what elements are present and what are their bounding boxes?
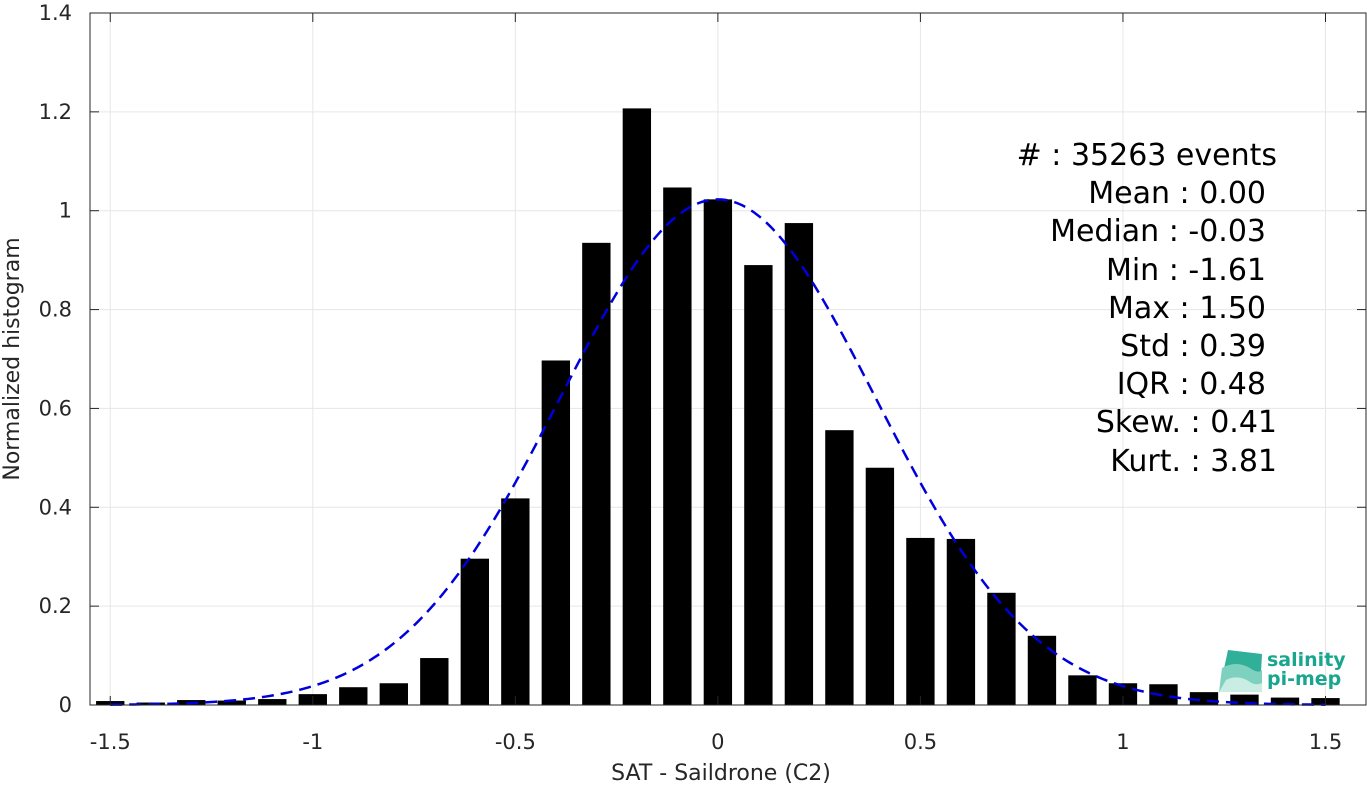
histogram-bar <box>339 687 368 705</box>
stat-median: Median : -0.03 <box>1050 214 1266 249</box>
histogram-bar <box>582 242 611 706</box>
histogram-bar <box>420 658 449 705</box>
y-axis-label: Normalized histogram <box>0 237 25 480</box>
stat-kurt: Kurt. : 3.81 <box>1110 444 1277 479</box>
y-tick-label: 0.2 <box>39 594 72 618</box>
salinity-pimep-logo: salinity pi-mep <box>1219 649 1346 692</box>
histogram-bar <box>379 683 408 705</box>
stat-std: Std : 0.39 <box>1120 329 1266 364</box>
y-tick-label: 0.4 <box>39 495 72 519</box>
x-axis-label: SAT - Saildrone (C2) <box>611 761 831 785</box>
histogram-bar <box>1068 675 1097 705</box>
stat-count: # : 35263 events <box>1017 138 1277 173</box>
x-tick-label: -1 <box>302 730 323 754</box>
histogram-bar <box>663 187 692 706</box>
histogram-bar <box>1149 684 1178 705</box>
x-tick-label: -1.5 <box>90 730 131 754</box>
histogram-bar <box>1270 697 1300 705</box>
y-tick-label: 0 <box>59 693 72 717</box>
x-tick-label: 0.5 <box>904 730 937 754</box>
normal-fit-curve <box>110 198 1326 706</box>
y-tick-label: 1.2 <box>39 100 72 124</box>
statistics-box: # : 35263 events Mean : 0.00 Median : -0… <box>1017 138 1277 479</box>
histogram-bar <box>744 265 773 705</box>
histogram-bars <box>96 108 1340 706</box>
histogram-bar <box>258 699 287 705</box>
plot-frame <box>89 12 1367 706</box>
histogram-bar <box>703 199 733 706</box>
y-tick-label: 1 <box>59 199 72 223</box>
x-tick-labels: -1.5 -1 -0.5 0 0.5 1 1.5 <box>90 730 1342 754</box>
x-tick-label: 1.5 <box>1309 730 1342 754</box>
histogram-bar <box>460 558 490 705</box>
histogram-bar <box>784 223 814 706</box>
y-tick-labels: 0 0.2 0.4 0.6 0.8 1 1.2 1.4 <box>39 1 72 717</box>
x-tick-label: 1 <box>1116 730 1129 754</box>
histogram-bar <box>622 108 652 705</box>
x-tick-label: 0 <box>711 730 724 754</box>
logo-text-pimep: pi-mep <box>1267 668 1341 690</box>
logo-text-salinity: salinity <box>1267 649 1346 671</box>
histogram-bar <box>1108 683 1138 705</box>
histogram-bar <box>906 537 935 705</box>
histogram-bar <box>217 700 246 705</box>
axes-box <box>89 12 1367 706</box>
histogram-bar <box>987 592 1016 705</box>
histogram-bar <box>1230 694 1259 705</box>
histogram-bar <box>1027 635 1057 705</box>
histogram-bar <box>946 538 976 705</box>
histogram-bar <box>501 498 530 705</box>
histogram-bar <box>541 360 571 705</box>
y-tick-label: 1.4 <box>39 1 72 25</box>
stat-iqr: IQR : 0.48 <box>1117 367 1266 402</box>
stat-min: Min : -1.61 <box>1106 253 1266 288</box>
x-tick-label: -0.5 <box>495 730 536 754</box>
wave-logo-icon <box>1219 650 1262 692</box>
stat-mean: Mean : 0.00 <box>1088 176 1266 211</box>
histogram-bar <box>825 430 854 705</box>
y-tick-label: 0.6 <box>39 396 72 420</box>
histogram-bar <box>865 467 895 705</box>
y-tick-label: 0.8 <box>39 298 72 322</box>
stat-max: Max : 1.50 <box>1108 291 1266 326</box>
stat-skew: Skew. : 0.41 <box>1096 405 1277 440</box>
